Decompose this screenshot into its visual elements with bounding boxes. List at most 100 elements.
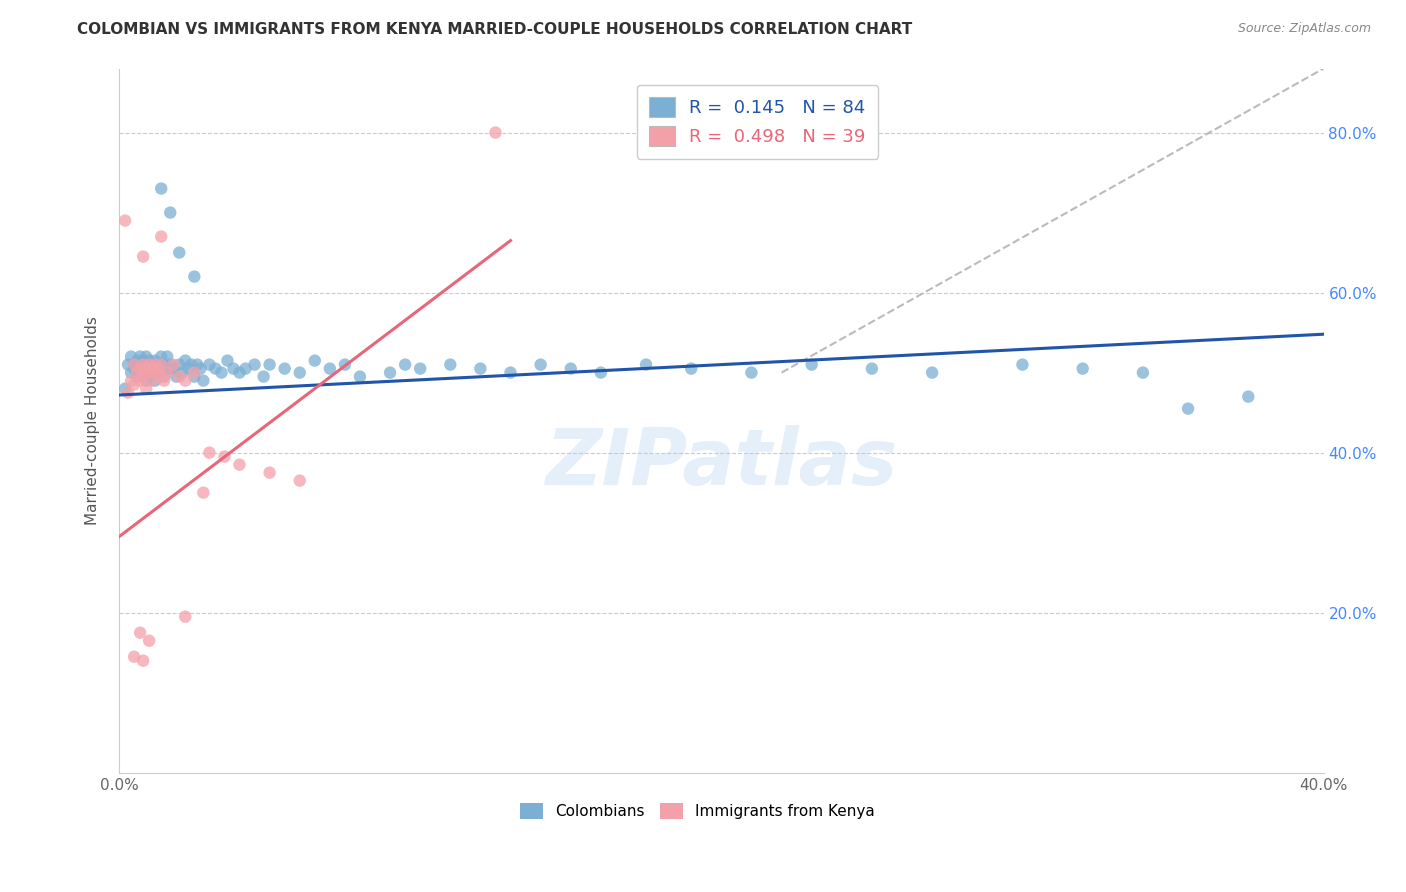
- Point: [259, 358, 281, 372]
- Point: [198, 358, 221, 372]
- Point: [499, 366, 522, 380]
- Point: [148, 361, 170, 376]
- Point: [1177, 401, 1199, 416]
- Point: [132, 250, 155, 264]
- Point: [138, 358, 160, 372]
- Point: [1071, 361, 1094, 376]
- Point: [138, 369, 160, 384]
- Point: [156, 361, 179, 376]
- Point: [169, 369, 191, 384]
- Point: [135, 350, 157, 364]
- Legend: Colombians, Immigrants from Kenya: Colombians, Immigrants from Kenya: [513, 797, 880, 825]
- Point: [153, 374, 176, 388]
- Point: [394, 358, 416, 372]
- Point: [141, 366, 163, 380]
- Point: [132, 366, 155, 380]
- Point: [150, 358, 173, 372]
- Point: [222, 361, 245, 376]
- Point: [165, 369, 187, 384]
- Point: [800, 358, 823, 372]
- Point: [259, 466, 281, 480]
- Point: [193, 485, 215, 500]
- Point: [132, 358, 155, 372]
- Point: [127, 353, 149, 368]
- Point: [132, 358, 155, 372]
- Point: [288, 474, 311, 488]
- Point: [186, 358, 208, 372]
- Point: [127, 369, 149, 384]
- Point: [304, 353, 326, 368]
- Text: Source: ZipAtlas.com: Source: ZipAtlas.com: [1237, 22, 1371, 36]
- Point: [174, 609, 197, 624]
- Point: [228, 458, 250, 472]
- Point: [183, 369, 205, 384]
- Point: [143, 374, 166, 388]
- Point: [122, 361, 145, 376]
- Point: [1237, 390, 1260, 404]
- Point: [129, 361, 152, 376]
- Point: [183, 366, 205, 380]
- Point: [333, 358, 356, 372]
- Point: [409, 361, 432, 376]
- Point: [150, 350, 173, 364]
- Point: [129, 361, 152, 376]
- Point: [681, 361, 703, 376]
- Point: [135, 361, 157, 376]
- Point: [209, 366, 232, 380]
- Point: [138, 366, 160, 380]
- Point: [1132, 366, 1154, 380]
- Point: [174, 374, 197, 388]
- Point: [228, 366, 250, 380]
- Point: [530, 358, 553, 372]
- Point: [319, 361, 342, 376]
- Point: [129, 374, 152, 388]
- Point: [1011, 358, 1033, 372]
- Y-axis label: Married-couple Households: Married-couple Households: [86, 316, 100, 525]
- Point: [135, 382, 157, 396]
- Point: [127, 366, 149, 380]
- Text: COLOMBIAN VS IMMIGRANTS FROM KENYA MARRIED-COUPLE HOUSEHOLDS CORRELATION CHART: COLOMBIAN VS IMMIGRANTS FROM KENYA MARRI…: [77, 22, 912, 37]
- Point: [138, 358, 160, 372]
- Point: [169, 358, 191, 372]
- Point: [193, 374, 215, 388]
- Point: [143, 366, 166, 380]
- Point: [132, 353, 155, 368]
- Point: [921, 366, 943, 380]
- Point: [150, 369, 173, 384]
- Point: [589, 366, 612, 380]
- Point: [143, 361, 166, 376]
- Point: [122, 377, 145, 392]
- Point: [143, 358, 166, 372]
- Point: [180, 358, 202, 372]
- Point: [114, 382, 136, 396]
- Point: [198, 445, 221, 459]
- Point: [141, 358, 163, 372]
- Point: [120, 350, 142, 364]
- Point: [122, 358, 145, 372]
- Point: [153, 369, 176, 384]
- Point: [138, 633, 160, 648]
- Point: [159, 358, 181, 372]
- Point: [214, 450, 236, 464]
- Point: [156, 366, 179, 380]
- Point: [150, 181, 173, 195]
- Point: [153, 358, 176, 372]
- Point: [117, 385, 139, 400]
- Point: [177, 361, 200, 376]
- Point: [122, 358, 145, 372]
- Point: [120, 374, 142, 388]
- Point: [439, 358, 461, 372]
- Point: [172, 366, 194, 380]
- Point: [148, 366, 170, 380]
- Point: [129, 625, 152, 640]
- Text: ZIPatlas: ZIPatlas: [546, 425, 897, 501]
- Point: [143, 353, 166, 368]
- Point: [190, 361, 212, 376]
- Point: [156, 350, 179, 364]
- Point: [114, 213, 136, 227]
- Point: [141, 374, 163, 388]
- Point: [129, 350, 152, 364]
- Point: [148, 358, 170, 372]
- Point: [150, 229, 173, 244]
- Point: [150, 361, 173, 376]
